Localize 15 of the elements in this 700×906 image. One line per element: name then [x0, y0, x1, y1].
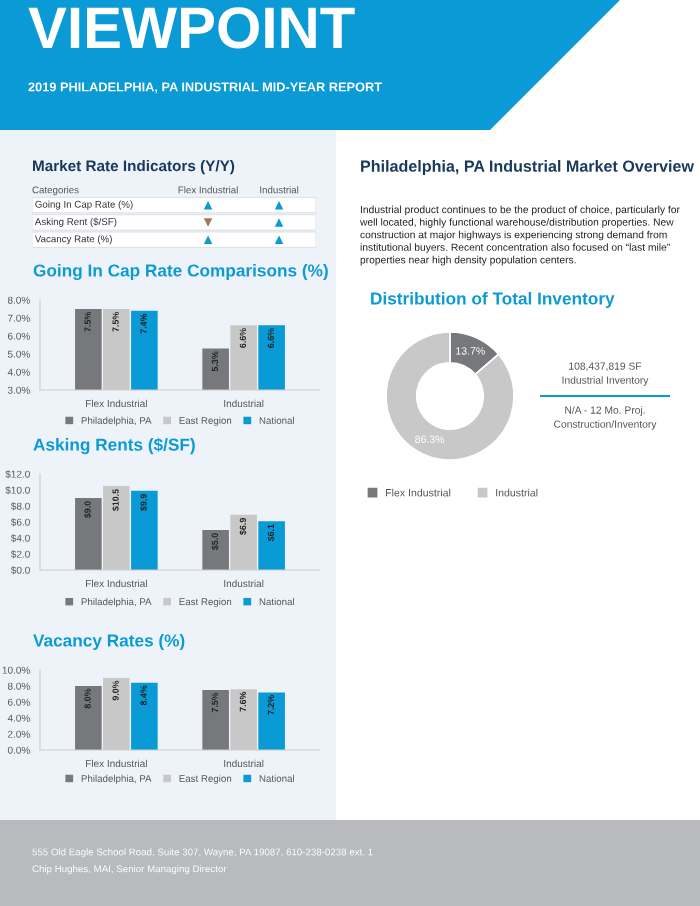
text: Philadelphia, PA Industrial Market Overview — [361, 160, 694, 176]
bar — [131, 490, 158, 570]
bar — [258, 521, 285, 570]
chart-title: Asking Rents ($/SF) — [33, 437, 195, 455]
bar — [75, 686, 102, 750]
bar — [131, 682, 158, 750]
chart-title: Going In Cap Rate Comparisons (%) — [33, 263, 328, 281]
bar — [258, 692, 285, 750]
chart-title: Vacancy Rates (%) — [33, 633, 185, 651]
bar — [202, 690, 229, 750]
donut-slice — [385, 331, 515, 461]
chart-title: Distribution of Total Inventory — [371, 291, 615, 309]
bar — [75, 498, 102, 570]
bar — [202, 530, 229, 570]
text: VIEWPOINT — [28, 7, 355, 49]
